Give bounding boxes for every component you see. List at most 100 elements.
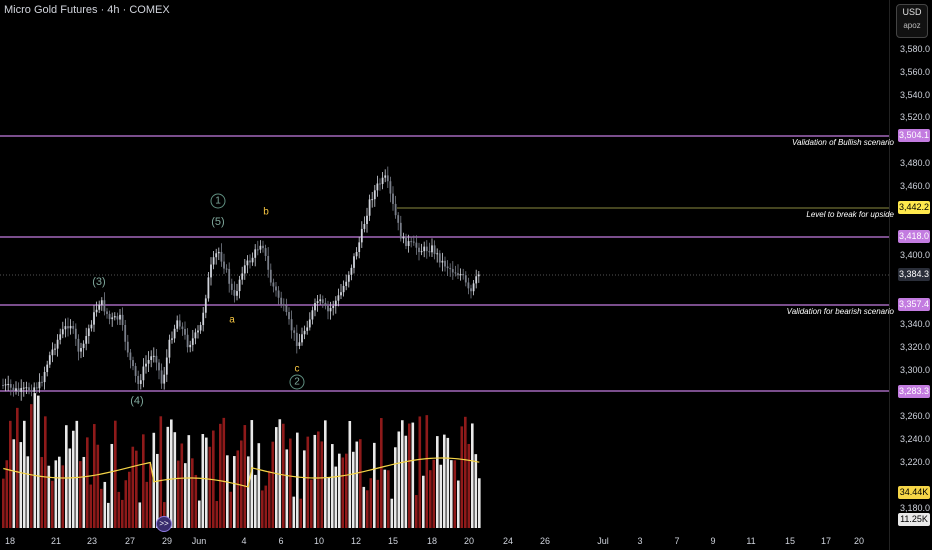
candle-body — [25, 387, 28, 389]
y-tick: 3,180.0 — [900, 503, 931, 513]
price-tag-level[interactable]: 3,283.3 — [898, 385, 930, 398]
price-tag-current[interactable]: 3,384.3 — [898, 268, 930, 281]
x-tick: 3 — [637, 536, 643, 546]
volume-bar — [264, 485, 268, 528]
candle-body — [314, 303, 316, 311]
volume-bar — [135, 450, 138, 528]
candle-body — [126, 341, 129, 353]
volume-bar — [296, 432, 299, 528]
candle-body — [316, 301, 319, 304]
candle-body — [350, 267, 353, 275]
volume-bar — [439, 464, 443, 528]
candle-body — [303, 330, 306, 335]
chart-title: Micro Gold Futures · 4h · COMEX — [4, 4, 170, 16]
candle-body — [106, 311, 108, 314]
candle-body — [93, 312, 95, 325]
price-tag-level[interactable]: 3,357.4 — [898, 298, 930, 311]
candle-body — [202, 312, 205, 326]
candle-body — [397, 215, 400, 223]
volume-bar — [471, 423, 474, 528]
candle-body — [366, 215, 368, 225]
candle-body — [438, 253, 441, 263]
candle-body — [347, 274, 350, 282]
volume-bar — [40, 457, 44, 528]
volume-bar — [166, 426, 170, 528]
x-tick: 18 — [426, 536, 438, 546]
volume-bar — [397, 431, 401, 528]
x-tick: 10 — [313, 536, 325, 546]
volume-bar — [100, 488, 103, 528]
volume-bar — [404, 435, 408, 528]
candle-body — [301, 334, 303, 343]
candle-body — [186, 334, 189, 348]
volume-bar — [68, 448, 72, 528]
candle-body — [74, 328, 77, 339]
volume-bar — [415, 495, 418, 528]
y-tick: 3,580.0 — [900, 44, 931, 54]
candle-body — [171, 338, 173, 340]
candle-body — [238, 279, 241, 292]
volume-bar — [86, 437, 89, 528]
candle-body — [98, 304, 101, 310]
volume-bar — [334, 466, 338, 528]
price-tag-level[interactable]: 3,418.0 — [898, 230, 930, 243]
level-label-upside: Level to break for upside — [806, 210, 894, 219]
volume-bar — [173, 432, 177, 528]
candle-body — [191, 338, 194, 345]
candle-body — [246, 260, 249, 266]
x-tick: 6 — [278, 536, 284, 546]
wave-label-circled: 1 — [210, 193, 226, 209]
candle-body — [30, 390, 33, 392]
candle-body — [259, 245, 262, 250]
scroll-to-realtime-button[interactable]: >> — [156, 516, 172, 532]
candle-body — [358, 242, 361, 252]
price-tag-level[interactable]: 3,442.2 — [898, 201, 930, 214]
candle-body — [54, 348, 56, 350]
candle-body — [111, 317, 114, 320]
currency-selector[interactable]: USD apoz — [896, 4, 928, 38]
volume-bar — [289, 438, 292, 528]
volume-bar — [58, 456, 61, 528]
volume-bar — [446, 437, 450, 528]
volume-bar — [103, 481, 107, 528]
volume-bar — [478, 478, 481, 528]
candle-body — [285, 305, 288, 313]
candle-body — [457, 273, 459, 276]
candle-body — [113, 316, 116, 318]
candle-body — [431, 245, 433, 253]
volume-bar — [411, 422, 415, 528]
candle-body — [394, 203, 397, 216]
candle-body — [470, 288, 472, 292]
candle-body — [223, 261, 225, 269]
candle-body — [381, 177, 384, 184]
candle-body — [61, 329, 64, 335]
y-tick: 3,480.0 — [900, 158, 931, 168]
price-tag-level[interactable]: 3,504.1 — [898, 129, 930, 142]
candle-body — [298, 342, 301, 346]
volume-bar — [429, 470, 432, 528]
volume-bar — [51, 480, 54, 528]
volume-bar — [261, 490, 264, 528]
candle-body — [433, 245, 436, 255]
volume-bar — [16, 407, 19, 528]
candle-body — [139, 380, 142, 384]
volume-bar — [2, 478, 5, 528]
volume-bar — [9, 420, 12, 528]
candle-body — [207, 277, 210, 299]
x-tick: 17 — [820, 536, 832, 546]
volume-bar — [268, 470, 271, 528]
volume-bar — [345, 453, 348, 528]
volume-bar — [450, 460, 453, 528]
x-tick: 7 — [674, 536, 680, 546]
candle-body — [20, 387, 23, 392]
volume-bar — [362, 486, 366, 528]
volume-bar — [208, 446, 212, 528]
volume-bar — [292, 496, 296, 528]
volume-bar — [380, 418, 383, 528]
volume-bar — [19, 442, 23, 528]
candle-body — [355, 251, 358, 257]
candle-body — [4, 384, 7, 386]
level-label-bearish: Validation for bearish scenario — [786, 307, 894, 316]
candle-body — [449, 268, 452, 270]
